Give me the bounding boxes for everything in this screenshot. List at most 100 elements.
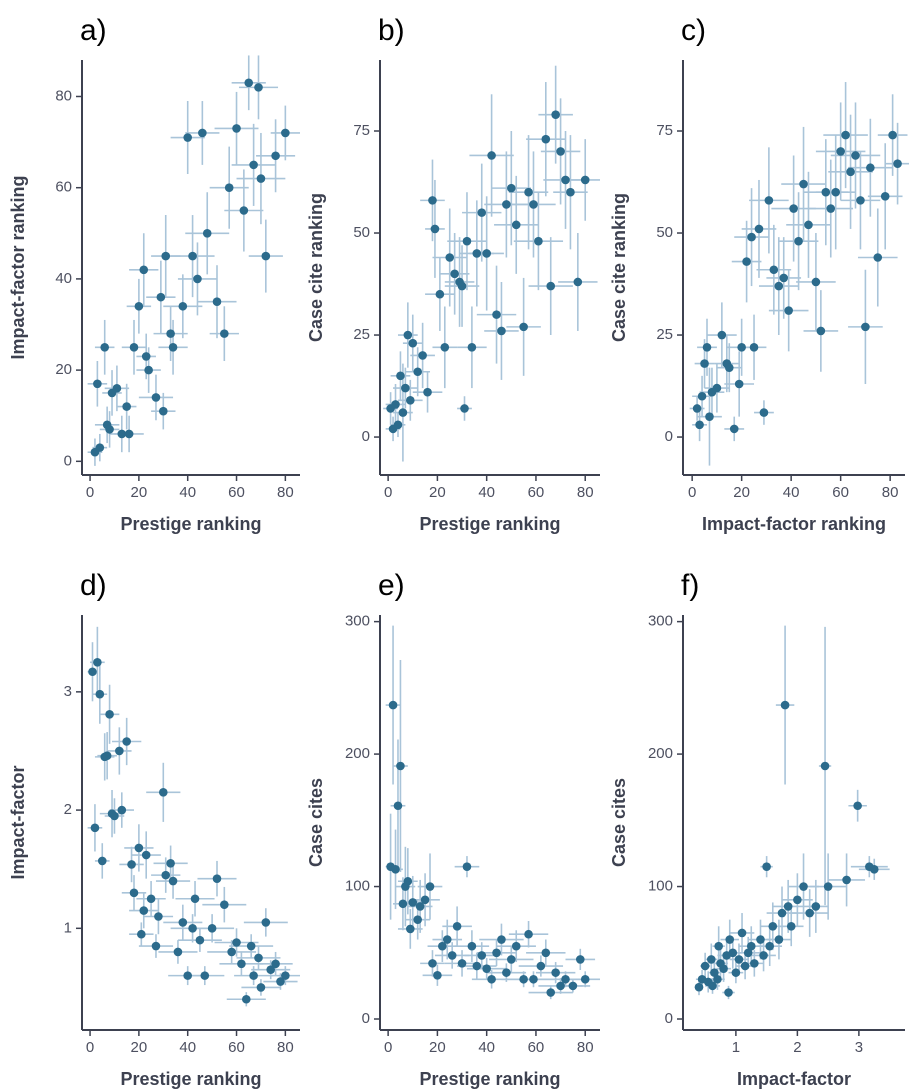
- x-tick-label: 60: [528, 484, 545, 501]
- point: [714, 941, 723, 951]
- point: [750, 959, 759, 968]
- point: [502, 968, 511, 977]
- y-tick-label: 200: [648, 745, 673, 762]
- point: [220, 329, 229, 338]
- point: [568, 981, 578, 991]
- point: [511, 941, 521, 951]
- point: [144, 365, 153, 375]
- point: [198, 128, 207, 138]
- x-tick-label: 20: [733, 484, 750, 501]
- point: [401, 383, 410, 393]
- point: [561, 175, 570, 185]
- point: [765, 941, 775, 951]
- point: [536, 961, 546, 971]
- point: [266, 965, 276, 975]
- point: [146, 894, 156, 904]
- point: [893, 159, 902, 168]
- point: [442, 935, 452, 944]
- point: [556, 981, 565, 991]
- point: [415, 902, 425, 911]
- point: [423, 387, 432, 397]
- point: [435, 289, 445, 299]
- point: [450, 269, 459, 279]
- point: [154, 912, 163, 921]
- point: [759, 951, 768, 960]
- y-tick-label: 50: [353, 224, 370, 241]
- point: [462, 236, 472, 246]
- point: [477, 208, 487, 217]
- x-tick-label: 20: [429, 484, 446, 501]
- point: [134, 301, 144, 311]
- point: [507, 183, 516, 193]
- panel-label: a): [80, 14, 107, 47]
- y-tick-label: 50: [656, 224, 673, 241]
- point: [117, 805, 127, 815]
- y-tick-label: 100: [648, 878, 673, 895]
- point: [276, 977, 285, 986]
- point: [166, 858, 175, 868]
- x-tick-label: 60: [228, 1039, 245, 1056]
- point: [820, 761, 830, 771]
- point: [398, 899, 408, 909]
- point: [708, 981, 717, 991]
- point: [256, 174, 266, 183]
- point: [534, 236, 543, 246]
- point: [168, 343, 178, 352]
- point: [261, 251, 271, 261]
- point: [823, 882, 833, 891]
- point: [95, 689, 105, 699]
- point: [403, 330, 413, 340]
- point: [440, 342, 450, 352]
- x-axis-title: Prestige ranking: [120, 1069, 261, 1089]
- y-tick-label: 25: [353, 326, 370, 343]
- point: [241, 994, 251, 1004]
- point: [413, 367, 422, 377]
- point: [729, 424, 739, 434]
- point: [482, 964, 491, 973]
- y-tick-label: 2: [64, 801, 72, 818]
- point: [261, 918, 271, 927]
- x-axis-title: Prestige ranking: [419, 514, 560, 534]
- y-tick-label: 0: [64, 452, 72, 469]
- point: [724, 988, 733, 997]
- point: [105, 710, 114, 719]
- point: [866, 163, 875, 173]
- point: [487, 151, 496, 160]
- point: [566, 187, 575, 197]
- point: [425, 882, 435, 891]
- y-tick-label: 300: [648, 613, 673, 630]
- point: [249, 971, 258, 980]
- y-tick-label: 80: [55, 87, 72, 104]
- point: [712, 383, 722, 393]
- point: [93, 379, 102, 389]
- y-tick-label: 0: [362, 428, 370, 445]
- point: [749, 342, 759, 352]
- point: [842, 875, 851, 885]
- point: [161, 251, 171, 261]
- point: [734, 379, 744, 389]
- point: [428, 196, 437, 205]
- point: [460, 404, 469, 413]
- point: [472, 249, 482, 258]
- point: [472, 961, 482, 971]
- point: [452, 921, 462, 931]
- point: [127, 860, 136, 869]
- point: [97, 856, 107, 866]
- point: [692, 404, 702, 413]
- point: [418, 351, 427, 360]
- point: [700, 359, 709, 368]
- point: [702, 342, 712, 352]
- point: [706, 955, 716, 964]
- point: [122, 737, 131, 746]
- point: [396, 761, 405, 771]
- point: [256, 983, 266, 992]
- point: [406, 396, 415, 405]
- point: [232, 938, 241, 947]
- point: [105, 425, 114, 434]
- point: [158, 788, 168, 797]
- panel-label: e): [378, 569, 405, 602]
- point: [467, 342, 477, 352]
- point: [239, 206, 249, 215]
- point: [861, 322, 870, 332]
